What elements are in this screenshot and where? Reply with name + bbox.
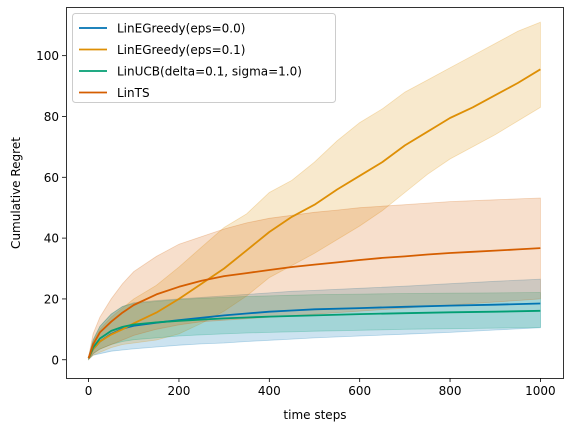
y-tick-label: 40: [44, 232, 59, 246]
plot-frame: [66, 7, 564, 379]
confidence-bands: [88, 21, 541, 361]
y-axis-label: Cumulative Regret: [9, 137, 23, 249]
legend-entry-1-label: LinEGreedy(eps=0.0): [117, 22, 245, 36]
legend-entry-4-label: LinTS: [117, 86, 150, 100]
x-tick-label: 200: [168, 384, 191, 398]
series-1-confidence-band: [88, 278, 541, 361]
x-tick-label: 600: [348, 384, 371, 398]
series-2-confidence-band: [88, 21, 541, 361]
legend-box: [72, 13, 336, 103]
x-axis-label: time steps: [283, 408, 346, 422]
x-axis-ticks: 0 200 400 600 800 1000: [85, 378, 556, 398]
x-tick-label: 400: [258, 384, 281, 398]
y-tick-label: 60: [44, 171, 59, 185]
x-tick-label: 1000: [525, 384, 556, 398]
series-4-mean-line: [87, 247, 541, 359]
x-tick-label: 0: [85, 384, 93, 398]
y-tick-label: 80: [44, 110, 59, 124]
x-tick-label: 800: [439, 384, 462, 398]
series-3-mean-line: [87, 309, 541, 359]
series-lines: [87, 68, 541, 359]
legend-entry-3-label: LinUCB(delta=0.1, sigma=1.0): [117, 65, 302, 79]
y-tick-label: 100: [36, 49, 59, 63]
legend-items: LinEGreedy(eps=0.0) LinEGreedy(eps=0.1) Li…: [79, 22, 302, 100]
y-axis-ticks: 0 20 40 60 80 100: [36, 49, 66, 367]
y-tick-label: 0: [51, 353, 59, 367]
series-2-mean-line: [87, 68, 541, 359]
legend-entry-2-label: LinEGreedy(eps=0.1): [117, 43, 245, 57]
y-tick-label: 20: [44, 292, 59, 306]
series-3-confidence-band: [88, 292, 541, 361]
legend: LinEGreedy(eps=0.0) LinEGreedy(eps=0.1) Li…: [72, 13, 336, 103]
